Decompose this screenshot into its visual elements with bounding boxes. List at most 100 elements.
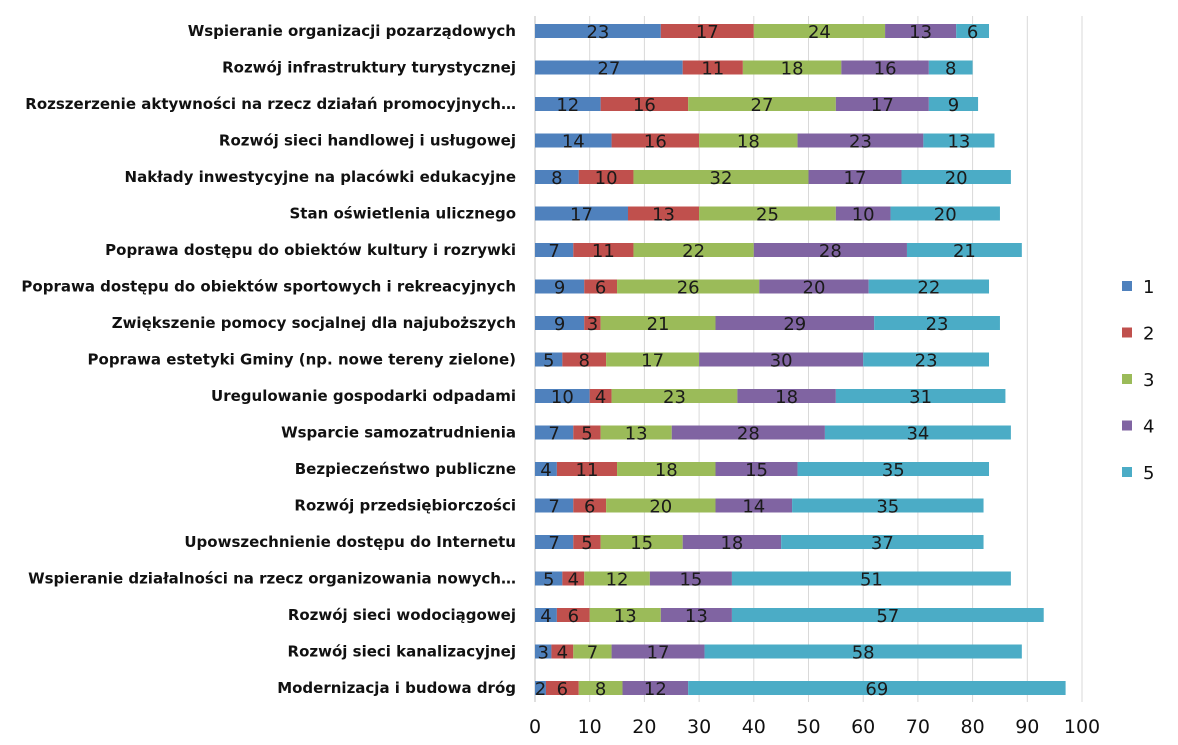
bar-segment — [535, 644, 552, 659]
data-label: 7 — [548, 533, 559, 554]
data-label: 27 — [751, 95, 774, 116]
data-label: 27 — [597, 59, 620, 80]
category-label: Rozwój infrastruktury turystycznej — [222, 59, 516, 77]
legend-label: 1 — [1143, 277, 1154, 298]
data-label: 7 — [587, 643, 598, 664]
data-label: 8 — [595, 679, 606, 700]
data-label: 9 — [948, 95, 959, 116]
bar-segment — [890, 206, 1000, 221]
bar-segment — [753, 243, 907, 257]
bars: 23 17 24 13 627 11 18 16 812 16 27 17 914 16 18 23 138 10… — [535, 22, 1066, 700]
bar-segment — [600, 535, 683, 549]
bar-segment — [573, 644, 612, 659]
data-label: 20 — [934, 205, 957, 226]
bar-segment — [956, 24, 990, 38]
bar-segment — [573, 243, 634, 257]
data-label: 7 — [548, 497, 559, 518]
data-label: 22 — [917, 278, 940, 299]
category-label: Stan oświetlenia ulicznego — [289, 205, 516, 223]
bar-segment — [868, 279, 990, 294]
data-label: 14 — [562, 132, 585, 153]
legend-label: 4 — [1143, 417, 1154, 438]
bar-segment — [573, 425, 601, 440]
bar-segment — [649, 571, 732, 586]
data-label: 9 — [554, 314, 565, 335]
bar-segment — [682, 535, 782, 549]
bar-segment — [556, 608, 590, 622]
data-label: 15 — [630, 533, 653, 554]
data-label: 31 — [909, 387, 932, 408]
data-label: 16 — [633, 95, 656, 116]
bar-segment — [792, 498, 984, 513]
x-tick-label: 100 — [1064, 716, 1100, 738]
bar-segment — [797, 133, 924, 148]
data-label: 18 — [781, 59, 804, 80]
data-label: 25 — [756, 205, 779, 226]
data-label: 4 — [595, 387, 606, 408]
data-label: 18 — [655, 460, 678, 481]
bar-segment — [841, 60, 929, 75]
data-label: 20 — [649, 497, 672, 518]
x-tick-label: 0 — [529, 716, 541, 738]
bar-segment — [535, 425, 574, 440]
data-label: 17 — [844, 168, 867, 189]
bar-segment — [699, 352, 864, 367]
category-label: Uregulowanie gospodarki odpadami — [211, 387, 516, 405]
bar-segment — [535, 535, 574, 549]
bar-segment — [617, 279, 760, 294]
data-label: 23 — [663, 387, 686, 408]
bar-segment — [562, 571, 585, 586]
bar-segment — [535, 462, 557, 476]
bar-segment — [611, 389, 738, 403]
data-label: 21 — [647, 314, 670, 335]
bar-segment — [874, 316, 1000, 330]
bar-segment — [704, 644, 1022, 659]
bar-segment — [556, 462, 618, 476]
data-label: 18 — [737, 132, 760, 153]
bar-segment — [535, 24, 661, 38]
bar-segment — [797, 462, 990, 476]
data-label: 10 — [595, 168, 618, 189]
data-label: 18 — [720, 533, 743, 554]
category-label: Modernizacja i budowa dróg — [277, 679, 516, 697]
data-label: 32 — [710, 168, 733, 189]
bar-segment — [584, 316, 601, 330]
bar-segment — [535, 170, 579, 184]
bar-segment — [573, 535, 601, 549]
bar-segment — [600, 316, 716, 330]
data-label: 12 — [606, 570, 629, 591]
data-label: 17 — [641, 351, 664, 372]
bar-segment — [737, 389, 836, 403]
category-label: Upowszechnienie dostępu do Internetu — [184, 533, 516, 551]
legend: 1 2 3 4 5 — [1122, 277, 1154, 484]
data-label: 5 — [581, 533, 592, 554]
legend-label: 2 — [1143, 324, 1154, 345]
data-label: 69 — [865, 679, 888, 700]
category-label: Wsparcie samozatrudnienia — [281, 424, 516, 442]
data-label: 12 — [644, 679, 667, 700]
bar-segment — [617, 462, 716, 476]
bar-segment — [633, 170, 809, 184]
bar-segment — [535, 60, 683, 75]
bar-segment — [600, 97, 689, 111]
legend-swatch — [1122, 374, 1132, 384]
bar-segment — [611, 133, 700, 148]
bar-segment — [835, 97, 929, 111]
data-label: 17 — [570, 205, 593, 226]
data-label: 5 — [543, 570, 554, 591]
data-label: 3 — [587, 314, 598, 335]
bar-segment — [535, 389, 590, 403]
bar-segment — [535, 133, 612, 148]
legend-swatch — [1122, 281, 1132, 291]
bar-segment — [835, 389, 1006, 403]
data-label: 4 — [540, 460, 551, 481]
category-label: Rozszerzenie aktywności na rzecz działań… — [25, 95, 516, 113]
bar-segment — [535, 97, 601, 111]
x-tick-label: 20 — [632, 716, 656, 738]
data-label: 22 — [682, 241, 705, 262]
data-label: 21 — [953, 241, 976, 262]
category-label: Poprawa dostępu do obiektów sportowych i… — [21, 278, 516, 296]
data-label: 11 — [592, 241, 615, 262]
category-label: Rozwój sieci handlowej i usługowej — [219, 132, 516, 150]
x-tick-label: 40 — [742, 716, 766, 738]
